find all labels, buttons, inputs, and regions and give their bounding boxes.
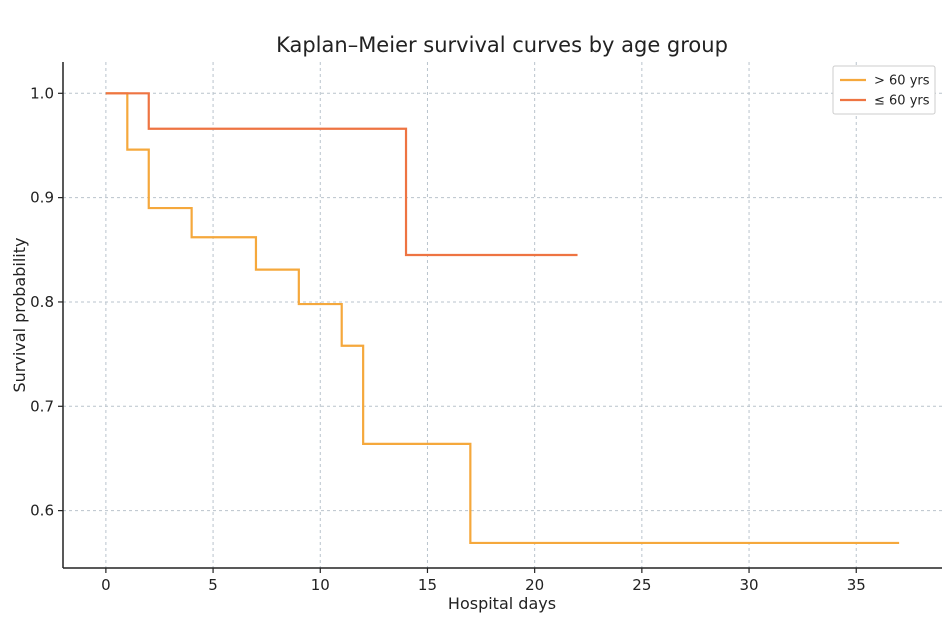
series-line-under-60 — [105, 92, 578, 257]
grid — [63, 62, 942, 568]
x-tick-label: 5 — [208, 576, 218, 594]
y-tick-label: 1.0 — [30, 84, 54, 102]
y-tick-label: 0.6 — [30, 502, 54, 520]
y-tick-label: 0.8 — [30, 293, 54, 311]
legend-box — [832, 65, 936, 115]
chart-title: Kaplan–Meier survival curves by age grou… — [276, 33, 728, 57]
x-tick-label: 15 — [418, 576, 437, 594]
x-tick-label: 30 — [740, 576, 759, 594]
x-axis-title: Hospital days — [448, 594, 556, 613]
legend: > 60 yrs ≤ 60 yrs — [832, 65, 936, 115]
x-tick-label: 0 — [101, 576, 111, 594]
x-tick-label: 25 — [632, 576, 651, 594]
x-tick-label: 10 — [311, 576, 330, 594]
legend-label: > 60 yrs — [874, 74, 930, 89]
y-tick-label: 0.9 — [30, 189, 54, 207]
y-tick-label: 0.7 — [30, 397, 54, 415]
series-line-over-60 — [105, 92, 900, 545]
axes — [62, 62, 942, 569]
series-layer — [105, 92, 900, 545]
x-tick-label: 35 — [847, 576, 866, 594]
x-tick-label: 20 — [525, 576, 544, 594]
ticks: 0 5 10 15 20 25 30 35 0.6 0.7 0.8 0.9 1.0 — [30, 84, 866, 594]
legend-label: ≤ 60 yrs — [874, 94, 930, 109]
y-axis-title: Survival probability — [10, 238, 29, 393]
